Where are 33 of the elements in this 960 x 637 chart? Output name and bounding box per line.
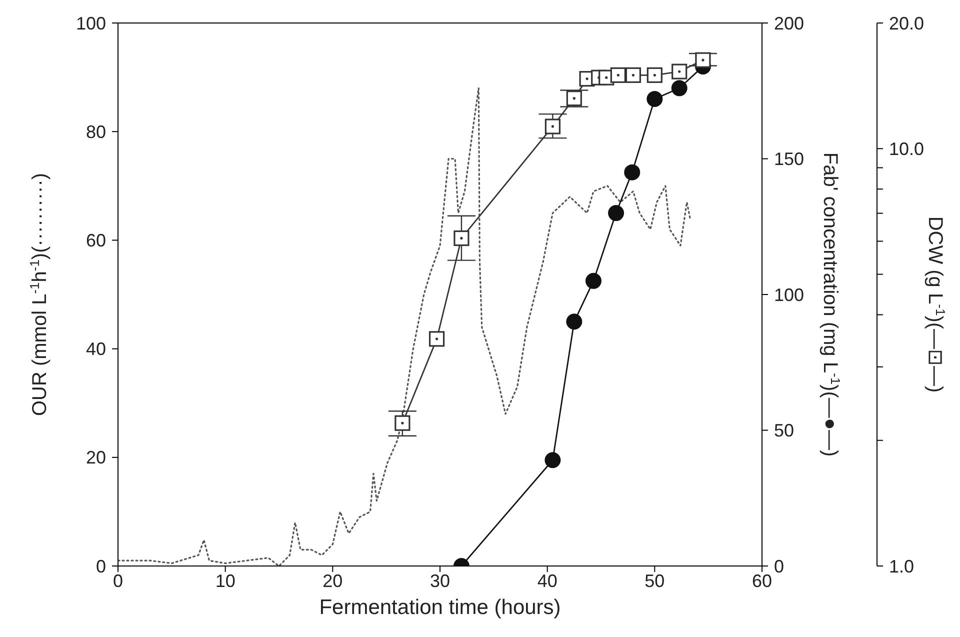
x-tick-label: 50 xyxy=(644,570,665,591)
point xyxy=(672,64,688,80)
point xyxy=(646,67,662,83)
y-tick-label: 20 xyxy=(86,448,106,468)
y-tick-label: 80 xyxy=(86,122,106,142)
y-tick-label: 0 xyxy=(96,556,106,576)
y2-tick-label: 150 xyxy=(774,149,804,170)
point xyxy=(544,118,560,134)
y2-tick-label: 200 xyxy=(774,13,804,34)
y2-tick-label: 0 xyxy=(774,556,784,576)
line-series xyxy=(118,87,691,566)
y2-tick-label: 50 xyxy=(774,420,794,441)
y2-tick-label: 100 xyxy=(774,284,804,305)
point xyxy=(625,67,641,83)
y3-tick-label: 20.0 xyxy=(889,13,924,34)
y-tick-label: 60 xyxy=(86,230,106,250)
x-tick-label: 20 xyxy=(322,570,343,591)
point xyxy=(566,90,582,106)
x-tick-label: 40 xyxy=(537,570,558,591)
x-tick-label: 10 xyxy=(215,570,236,591)
x-tick-label: 0 xyxy=(112,570,124,591)
x-tick-label: 60 xyxy=(752,570,772,591)
point xyxy=(454,230,470,246)
y3-tick-label: 1.0 xyxy=(889,556,914,576)
y-tick-label: 40 xyxy=(86,339,106,360)
point xyxy=(610,67,626,83)
x-axis-title: Fermentation time (hours) xyxy=(319,596,561,619)
y-tick-label: 100 xyxy=(76,13,106,34)
point xyxy=(695,52,711,68)
y3-tick-label: 10.0 xyxy=(889,138,924,159)
x-tick-label: 30 xyxy=(430,570,450,591)
point xyxy=(394,415,410,431)
point xyxy=(428,331,445,347)
